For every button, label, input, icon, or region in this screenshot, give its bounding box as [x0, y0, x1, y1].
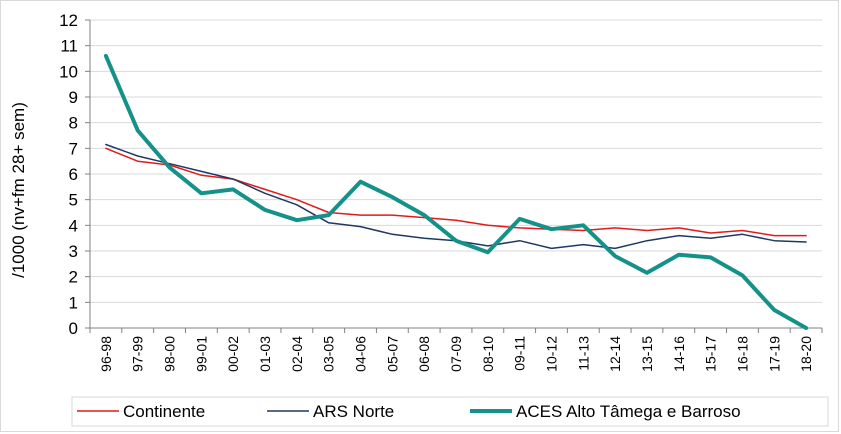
legend-label-0: Continente [123, 402, 205, 421]
x-tick-label: 04-06 [353, 336, 369, 372]
x-tick-label: 12-14 [607, 336, 623, 372]
x-tick-label: 18-20 [798, 336, 814, 372]
legend: Continente ARS Norte ACES Alto Tâmega e Ba… [71, 396, 829, 427]
x-tick-label: 01-03 [257, 336, 273, 372]
x-tick-label: 14-16 [671, 336, 687, 372]
legend-label-1: ARS Norte [313, 402, 394, 421]
x-tick-label: 98-00 [162, 336, 178, 372]
x-tick-label: 03-05 [321, 336, 337, 372]
x-tick-label: 99-01 [193, 336, 209, 372]
y-tick-label: 12 [59, 11, 78, 30]
x-tick-label: 09-11 [512, 336, 528, 371]
x-tick-labels: 96-98 97-99 98-00 99-01 00-02 01-03 02-04 03-05… [98, 336, 814, 372]
y-tick-label: 2 [69, 268, 78, 287]
y-tick-label: 1 [69, 293, 78, 312]
x-tick-label: 97-99 [130, 336, 146, 372]
y-tick-label: 11 [60, 37, 78, 56]
y-tick-label: 7 [69, 139, 78, 158]
series-line-2 [103, 53, 809, 330]
x-tick-label: 00-02 [225, 336, 241, 372]
x-tick-label: 15-17 [703, 336, 719, 372]
y-tick-label: 5 [69, 191, 78, 210]
y-tick-label: 4 [69, 216, 78, 235]
x-tick-label: 13-15 [639, 336, 655, 372]
x-tick-label: 17-19 [766, 336, 782, 372]
series-lines [103, 53, 809, 330]
x-tick-label: 02-04 [289, 336, 305, 372]
y-tick-label: 8 [69, 114, 78, 133]
y-tick-label: 0 [69, 319, 78, 338]
x-tick-label: 16-18 [734, 336, 750, 372]
y-tick-label: 6 [69, 165, 78, 184]
legend-label-2: ACES Alto Tâmega e Barroso [516, 402, 741, 421]
y-tick-label: 9 [69, 88, 78, 107]
y-tick-label: 3 [69, 242, 78, 261]
legend-box [71, 396, 829, 427]
x-tick-label: 06-08 [416, 336, 432, 372]
series-line-0 [105, 147, 807, 237]
x-tick-label: 08-10 [480, 336, 496, 372]
x-tick-label: 05-07 [384, 336, 400, 372]
x-tick-label: 11-13 [575, 336, 591, 371]
x-tick-label: 07-09 [448, 336, 464, 372]
y-tick-label: 10 [59, 62, 78, 81]
x-tick-label: 10-12 [543, 336, 559, 372]
y-axis-label: /1000 (nv+fm 28+ sem) [9, 102, 28, 278]
axes [89, 20, 823, 333]
x-tick-label: 96-98 [98, 336, 114, 372]
series-line-1 [105, 143, 807, 250]
